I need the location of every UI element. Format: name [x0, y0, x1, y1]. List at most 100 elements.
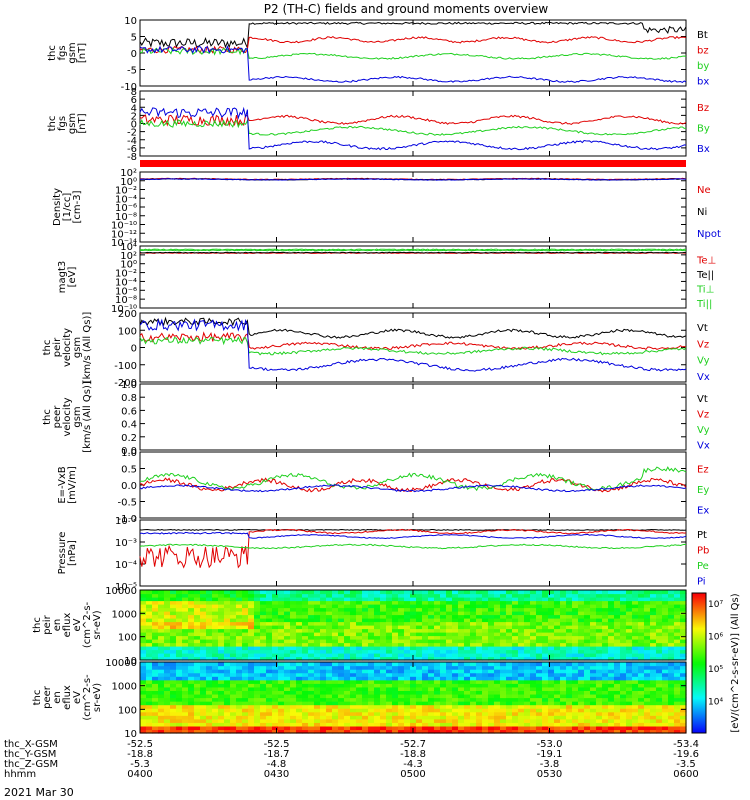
spectrogram-cell	[560, 649, 567, 654]
spectrogram-cell	[200, 729, 207, 734]
spectrogram-cell	[572, 600, 579, 605]
spectrogram-cell	[512, 611, 519, 616]
spectrogram-cell	[374, 590, 381, 595]
spectrogram-cell	[596, 597, 603, 602]
spectrogram-cell	[284, 665, 291, 670]
spectrogram-cell	[518, 672, 525, 677]
spectrogram-cell	[440, 611, 447, 616]
spectrogram-cell	[242, 669, 249, 674]
spectrogram-cell	[506, 686, 513, 691]
spectrogram-cell	[212, 711, 219, 716]
spectrogram-cell	[200, 600, 207, 605]
spectrogram-cell	[284, 597, 291, 602]
spectrogram-cell	[212, 593, 219, 598]
spectrogram-cell	[266, 683, 273, 688]
spectrogram-cell	[572, 662, 579, 667]
spectrogram-cell	[422, 625, 429, 630]
spectrogram-cell	[314, 704, 321, 709]
spectrogram-cell	[398, 590, 405, 595]
spectrogram-cell	[404, 590, 411, 595]
spectrogram-cell	[296, 690, 303, 695]
spectrogram-cell	[662, 662, 669, 667]
spectrogram-cell	[440, 656, 447, 661]
spectrogram-cell	[326, 672, 333, 677]
spectrogram-cell	[356, 693, 363, 699]
spectrogram-cell	[620, 697, 627, 702]
spectrogram-cell	[326, 711, 333, 716]
spectrogram-cell	[362, 725, 369, 731]
spectrogram-cell	[170, 697, 177, 702]
spectrogram-cell	[656, 611, 663, 616]
spectrogram-cell	[188, 618, 195, 623]
spectrogram-cell	[350, 611, 357, 616]
spectrogram-cell	[656, 628, 663, 633]
spectrogram-cell	[632, 711, 639, 716]
spectrogram-cell	[614, 621, 621, 626]
spectrogram-cell	[518, 607, 525, 612]
spectrogram-cell	[296, 662, 303, 667]
spectrogram-cell	[476, 669, 483, 674]
spectrogram-cell	[392, 672, 399, 677]
spectrogram-cell	[182, 600, 189, 605]
spectrogram-cell	[146, 693, 153, 699]
spectrogram-cell	[476, 656, 483, 661]
spectrogram-cell	[608, 715, 615, 720]
spectrogram-cell	[464, 669, 471, 674]
spectrogram-cell	[338, 614, 345, 619]
spectrogram-cell	[308, 597, 315, 602]
spectrogram-cell	[152, 642, 159, 647]
spectrogram-cell	[542, 683, 549, 688]
spectrogram-cell	[146, 597, 153, 602]
spectrogram-cell	[434, 665, 441, 670]
spectrogram-cell	[518, 621, 525, 626]
spectrogram-cell	[554, 593, 561, 598]
spectrogram-cell	[158, 662, 165, 667]
spectrogram-cell	[680, 697, 687, 702]
spectrogram-cell	[674, 632, 681, 637]
spectrogram-cell	[242, 625, 249, 630]
spectrogram-cell	[254, 686, 261, 691]
spectrogram-cell	[614, 708, 621, 713]
spectrogram-cell	[590, 725, 597, 731]
spectrogram-cell	[248, 618, 255, 623]
spectrogram-cell	[542, 704, 549, 709]
spectrogram-cell	[668, 662, 675, 667]
spectrogram-cell	[422, 593, 429, 598]
ytick-label: -4	[127, 136, 137, 147]
spectrogram-cell	[590, 697, 597, 702]
spectrogram-cell	[470, 604, 477, 609]
spectrogram-cell	[182, 653, 189, 658]
spectrogram-cell	[674, 665, 681, 670]
spectrogram-cell	[512, 642, 519, 647]
spectrogram-cell	[200, 621, 207, 626]
spectrogram-cell	[362, 701, 369, 706]
spectrogram-cell	[182, 649, 189, 654]
spectrogram-cell	[230, 679, 237, 684]
spectrogram-cell	[500, 722, 507, 727]
spectrogram-cell	[428, 642, 435, 647]
spectrogram-cell	[632, 646, 639, 651]
spectrogram-cell	[314, 625, 321, 630]
series-line-Vt	[139, 316, 687, 339]
spectrogram-cell	[296, 649, 303, 654]
xaxis-value: -18.8	[400, 749, 426, 760]
spectrogram-cell	[476, 715, 483, 720]
spectrogram-cell	[536, 686, 543, 691]
spectrogram-cell	[488, 690, 495, 695]
spectrogram-cell	[236, 600, 243, 605]
colorbar-tick: 10⁷	[708, 600, 723, 610]
spectrogram-cell	[446, 701, 453, 706]
spectrogram-cell	[302, 600, 309, 605]
spectrogram-cell	[644, 646, 651, 651]
spectrogram-cell	[422, 611, 429, 616]
spectrogram-cell	[632, 649, 639, 654]
spectrogram-cell	[536, 607, 543, 612]
spectrogram-cell	[650, 676, 657, 681]
spectrogram-cell	[524, 642, 531, 647]
spectrogram-cell	[536, 590, 543, 595]
spectrogram-cell	[302, 686, 309, 691]
colorbar-cell	[692, 679, 706, 682]
spectrogram-cell	[524, 725, 531, 731]
spectrogram-cell	[416, 614, 423, 619]
spectrogram-cell	[638, 597, 645, 602]
